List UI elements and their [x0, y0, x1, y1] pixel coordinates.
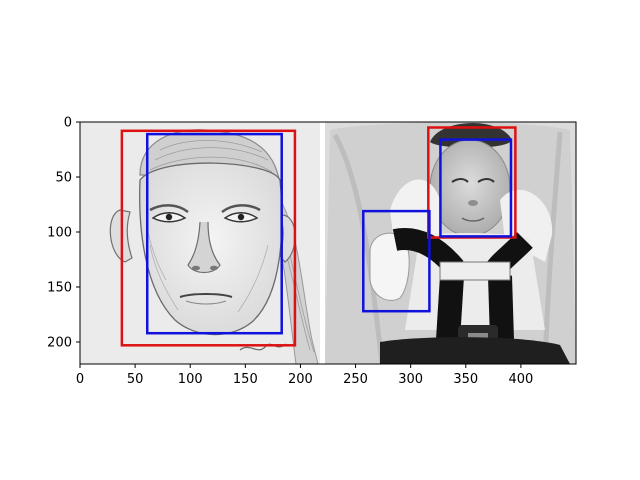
y-tick-label: 100: [47, 226, 72, 241]
axes-frame: [79, 121, 577, 365]
sketch-image: [80, 122, 320, 364]
x-tick-label: 150: [233, 372, 258, 387]
x-tick-label: 350: [453, 372, 478, 387]
y-tick-label: 200: [47, 336, 72, 351]
x-tick-label: 0: [76, 372, 84, 387]
x-tick-label: 50: [127, 372, 144, 387]
y-tick-label: 150: [47, 281, 72, 296]
y-tick-label: 0: [64, 116, 72, 131]
x-tick-label: 400: [508, 372, 533, 387]
bounding-box-2: [145, 132, 283, 335]
x-tick-label: 300: [398, 372, 423, 387]
bounding-box-4: [439, 138, 513, 238]
bounding-box-5: [362, 209, 431, 313]
x-tick-label: 100: [178, 372, 203, 387]
y-tick-label: 50: [55, 171, 72, 186]
bounding-boxes: [120, 126, 517, 347]
x-axis-ticks: 0 50 100 150 200 250 300 350 400: [76, 364, 533, 387]
y-axis-ticks: 0 50 100 150 200: [47, 116, 80, 351]
x-tick-label: 250: [343, 372, 368, 387]
bounding-box-1: [120, 129, 297, 347]
x-tick-label: 200: [288, 372, 313, 387]
